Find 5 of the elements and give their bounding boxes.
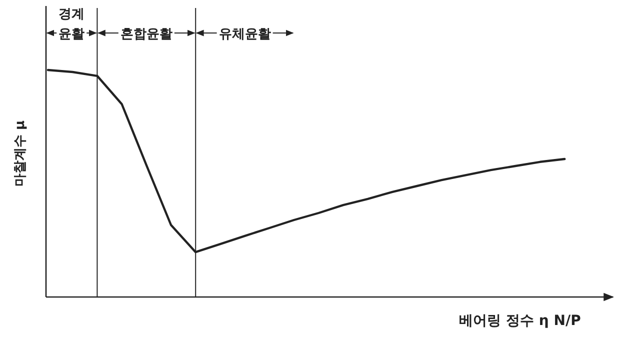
y-axis-title: 마찰계수 μ xyxy=(13,120,28,187)
text: 유체윤활 xyxy=(218,27,271,42)
text: 혼합윤활 xyxy=(120,27,172,42)
x-axis-title: 베어링 정수 η N/P xyxy=(459,313,581,329)
text: 경계 윤활 xyxy=(58,7,85,42)
